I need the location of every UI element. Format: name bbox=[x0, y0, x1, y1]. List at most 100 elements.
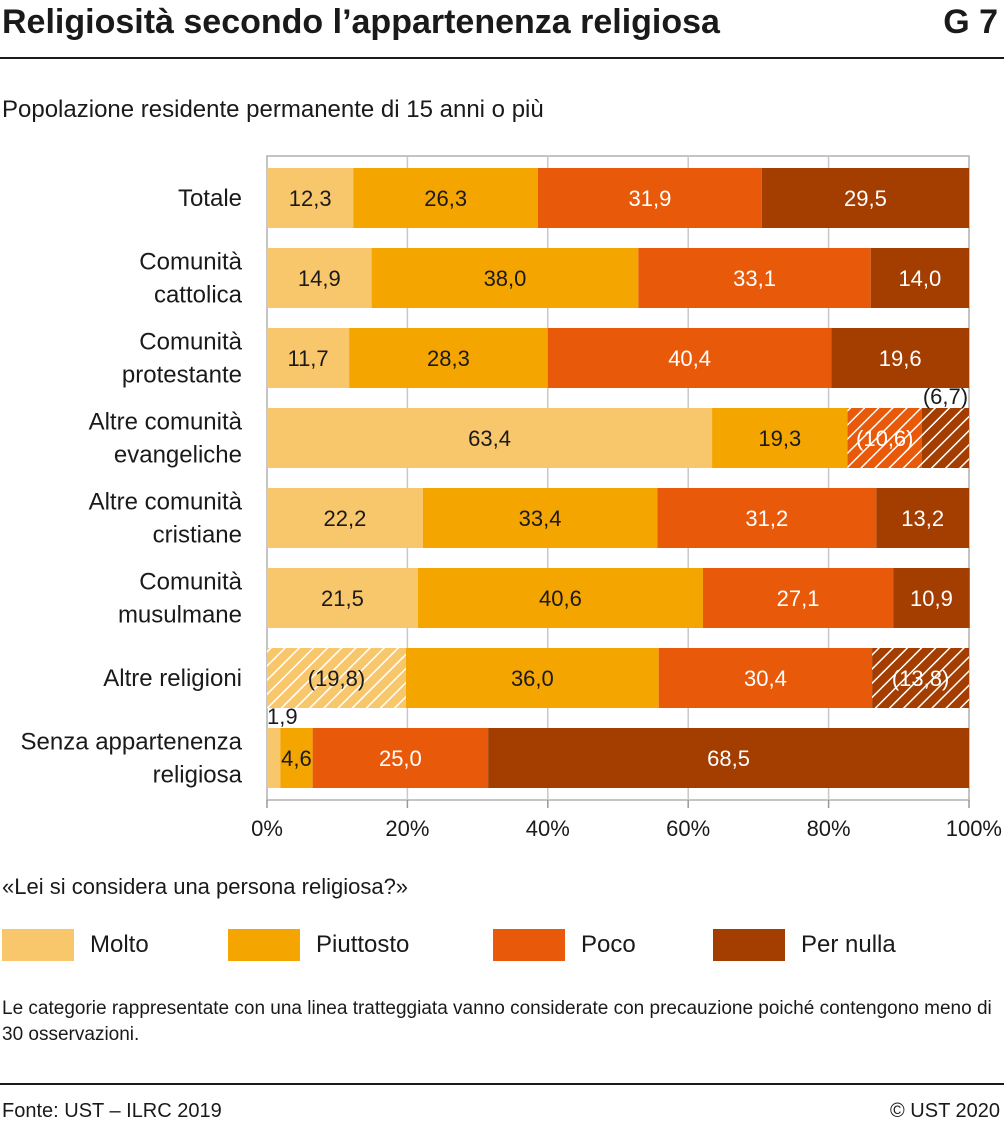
bar-segment bbox=[267, 568, 418, 628]
data-label: 12,3 bbox=[289, 186, 332, 211]
bar-segment bbox=[702, 568, 894, 628]
data-label: 31,2 bbox=[745, 506, 788, 531]
data-label: 63,4 bbox=[468, 426, 511, 451]
data-label: 14,9 bbox=[298, 266, 341, 291]
data-label: 22,2 bbox=[324, 506, 367, 531]
data-label: 19,3 bbox=[758, 426, 801, 451]
data-label: 68,5 bbox=[707, 746, 750, 771]
data-label: 4,6 bbox=[281, 746, 312, 771]
data-label: (19,8) bbox=[308, 666, 365, 691]
legend: Molto Piuttosto Poco Per nulla bbox=[0, 928, 1004, 962]
data-label: 31,9 bbox=[629, 186, 672, 211]
bar-segment bbox=[267, 408, 713, 468]
data-label: 33,4 bbox=[519, 506, 562, 531]
bar-segment bbox=[893, 568, 970, 628]
legend-label-piuttosto: Piuttosto bbox=[316, 931, 410, 958]
legend-item-per-nulla: Per nulla bbox=[713, 928, 896, 962]
bar-segment bbox=[422, 488, 658, 548]
x-tick-label: 80% bbox=[807, 816, 851, 841]
bar-segment bbox=[280, 728, 313, 788]
data-label: 25,0 bbox=[379, 746, 422, 771]
category-label: Altre religioni bbox=[103, 665, 242, 692]
bar-segment bbox=[657, 488, 877, 548]
category-label: Comunità cattolica bbox=[139, 249, 242, 309]
category-label: Comunità musulmane bbox=[118, 569, 243, 629]
data-label: 21,5 bbox=[321, 586, 364, 611]
legend-swatch-piuttosto bbox=[228, 929, 300, 961]
source: Fonte: UST – ILRC 2019 bbox=[2, 1100, 222, 1122]
bottom-rule bbox=[0, 1083, 1004, 1085]
chart-title: Religiosità secondo l’appartenenza relig… bbox=[2, 3, 720, 41]
bar-segment bbox=[417, 568, 703, 628]
figure-number: G 7 bbox=[943, 3, 998, 41]
bar-segment bbox=[267, 168, 354, 228]
data-label: 14,0 bbox=[898, 266, 941, 291]
data-label: 13,2 bbox=[901, 506, 944, 531]
data-label: 19,6 bbox=[879, 346, 922, 371]
x-tick-label: 20% bbox=[385, 816, 429, 841]
x-tick-label: 40% bbox=[526, 816, 570, 841]
bar-segment bbox=[371, 248, 639, 308]
bar-segment bbox=[921, 408, 969, 468]
legend-label-poco: Poco bbox=[581, 931, 636, 958]
bar-segment bbox=[847, 408, 922, 468]
data-label: 40,6 bbox=[539, 586, 582, 611]
footnote: Le categorie rappresentate con una linea… bbox=[2, 998, 992, 1045]
bar-segment bbox=[537, 168, 762, 228]
category-label: Altre comunità evangeliche bbox=[89, 409, 243, 469]
bar-segment bbox=[267, 648, 406, 708]
data-label: 10,9 bbox=[910, 586, 953, 611]
bar-segment bbox=[267, 488, 423, 548]
data-label: 33,1 bbox=[733, 266, 776, 291]
bar-segment bbox=[405, 648, 659, 708]
bar-segment bbox=[267, 728, 281, 788]
bar-segment bbox=[872, 648, 969, 708]
data-label: (13,8) bbox=[892, 666, 949, 691]
copyright: © UST 2020 bbox=[890, 1100, 1000, 1122]
bar-segment bbox=[761, 168, 969, 228]
bar-segment bbox=[638, 248, 871, 308]
data-label: 30,4 bbox=[744, 666, 787, 691]
x-tick-label: 60% bbox=[666, 816, 710, 841]
data-label: 29,5 bbox=[844, 186, 887, 211]
data-label: 40,4 bbox=[668, 346, 711, 371]
bar-segment bbox=[876, 488, 969, 548]
bar-segment bbox=[658, 648, 873, 708]
data-label: 28,3 bbox=[427, 346, 470, 371]
data-label: 36,0 bbox=[511, 666, 554, 691]
legend-swatch-molto bbox=[2, 929, 74, 961]
bar-segment bbox=[353, 168, 538, 228]
legend-label-per-nulla: Per nulla bbox=[801, 931, 896, 958]
chart-subtitle: Popolazione residente permanente di 15 a… bbox=[2, 96, 544, 123]
data-label: 26,3 bbox=[424, 186, 467, 211]
stacked-bar-chart: 0% 20% 40% 60% 80% 100% Totale 12,3 26,3 31,9 29,5… bbox=[20, 155, 1002, 841]
legend-item-piuttosto: Piuttosto bbox=[228, 928, 409, 962]
bar-segment bbox=[870, 248, 969, 308]
category-label: Altre comunità cristiane bbox=[89, 489, 243, 549]
legend-item-molto: Molto bbox=[2, 928, 149, 962]
data-label: 11,7 bbox=[287, 346, 328, 371]
bar-segment bbox=[831, 328, 969, 388]
bar-segment bbox=[349, 328, 548, 388]
data-label: 38,0 bbox=[484, 266, 527, 291]
x-tick-label: 100% bbox=[946, 816, 1002, 841]
legend-item-poco: Poco bbox=[493, 928, 636, 962]
bar-segment bbox=[488, 728, 969, 788]
category-label: Comunità protestante bbox=[122, 329, 243, 389]
data-label: 1,9 bbox=[267, 704, 298, 729]
x-tick-label: 0% bbox=[251, 816, 283, 841]
bar-segment bbox=[547, 328, 832, 388]
legend-swatch-per-nulla bbox=[713, 929, 785, 961]
legend-question: «Lei si considera una persona religiosa?… bbox=[2, 874, 409, 899]
bar-segment bbox=[312, 728, 489, 788]
category-label: Senza appartenenza religiosa bbox=[20, 729, 242, 789]
bar-segment bbox=[267, 248, 372, 308]
data-label: (10,6) bbox=[856, 426, 913, 451]
legend-swatch-poco bbox=[493, 929, 565, 961]
bar-segment bbox=[712, 408, 848, 468]
bar-segment bbox=[267, 328, 350, 388]
category-label: Totale bbox=[178, 185, 242, 212]
data-label: (6,7) bbox=[923, 384, 968, 409]
data-label: 27,1 bbox=[777, 586, 820, 611]
legend-label-molto: Molto bbox=[90, 931, 149, 958]
